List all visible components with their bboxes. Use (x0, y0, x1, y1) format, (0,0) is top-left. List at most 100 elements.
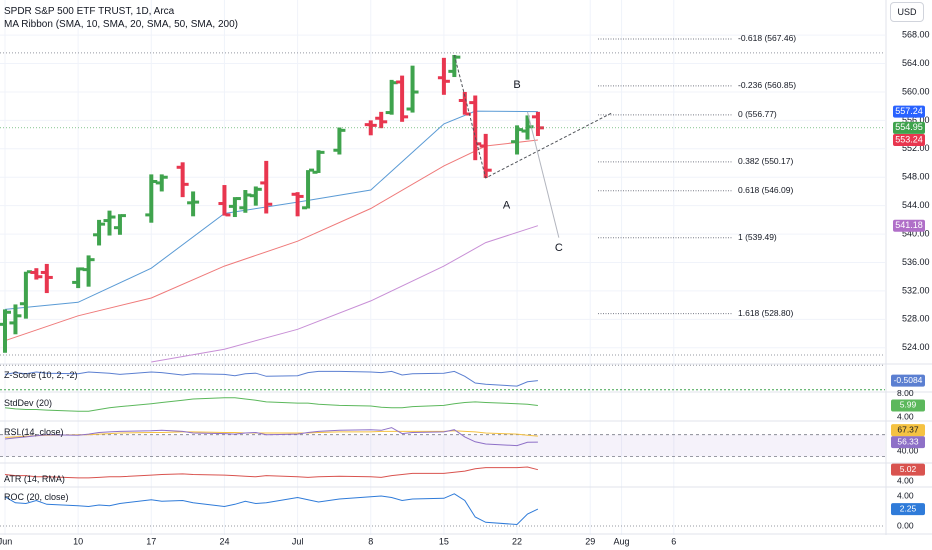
ohlc-bar (437, 57, 450, 95)
price-label-bg (893, 219, 925, 232)
ohlc-close-tick (183, 182, 189, 186)
ohlc-bar-body (452, 55, 457, 78)
ohlc-close-tick (26, 270, 32, 274)
price-axis-tick: 548.00 (902, 172, 930, 182)
fib-level-label: -0.618 (567.46) (738, 33, 796, 43)
time-axis-tick: 8 (368, 536, 373, 546)
projection-line (527, 111, 560, 238)
ohlc-close-tick (152, 179, 158, 183)
ohlc-bar (113, 214, 126, 235)
ohlc-bar (145, 174, 158, 223)
fib-level-label: 0.618 (546.09) (738, 185, 793, 195)
ohlc-close-tick (538, 126, 544, 130)
roc-axis-tick: 4.00 (897, 490, 914, 500)
ohlc-open-tick (40, 270, 46, 274)
ohlc-open-tick (302, 206, 308, 210)
rsi-band (0, 434, 885, 457)
ohlc-close-tick (465, 112, 471, 116)
price-axis-tick: 540.00 (902, 228, 930, 238)
time-axis-tick: 29 (585, 536, 595, 546)
atr-value-label: 5.02 (900, 464, 917, 474)
wave-label-b: B (513, 79, 520, 91)
ohlc-bar (385, 79, 398, 115)
ohlc-bar-body (191, 191, 196, 217)
ohlc-close-tick (246, 193, 252, 197)
ohlc-bar (291, 192, 304, 217)
ohlc-bar (82, 255, 95, 287)
stddev-label: StdDev (20) (4, 398, 53, 408)
price-label-text: 541.18 (895, 220, 923, 230)
stddev-value-label: 5.99 (900, 400, 917, 410)
roc-axis-tick: 0.00 (897, 520, 914, 530)
ohlc-close-tick (340, 128, 346, 132)
ohlc-close-tick (518, 128, 524, 132)
zscore-label: Z-Score (10, 2, -2) (4, 370, 78, 380)
price-axis-tick: 532.00 (902, 285, 930, 295)
ma-line-sma50 (151, 225, 539, 363)
ohlc-bar-body (97, 219, 102, 246)
ohlc-bar-body (410, 65, 415, 113)
ohlc-open-tick (458, 98, 464, 102)
atr-line (4, 466, 539, 479)
ohlc-bar (312, 150, 325, 174)
currency-button[interactable]: USD (890, 2, 924, 22)
rsi-label: RSI (14, close) (4, 427, 64, 437)
ohlc-bar-body (295, 192, 300, 217)
ohlc-bar (469, 95, 482, 161)
ohlc-close-tick (413, 90, 419, 94)
ohlc-close-tick (235, 197, 241, 201)
ohlc-open-tick (448, 69, 454, 73)
ohlc-close-tick (476, 142, 482, 146)
time-axis-tick: 6 (671, 536, 676, 546)
price-label-bg (893, 121, 925, 134)
ohlc-close-tick (444, 79, 450, 83)
ohlc-close-tick (256, 187, 262, 191)
price-axis-tick: 524.00 (902, 342, 930, 352)
ohlc-bar-body (462, 91, 467, 115)
ohlc-bar (187, 191, 200, 217)
ohlc-bar (72, 267, 85, 289)
ohlc-bar-body (159, 174, 164, 192)
ohlc-close-tick (89, 258, 95, 262)
ohlc-bar (333, 127, 346, 155)
ohlc-close-tick (392, 81, 398, 85)
price-axis-tick: 544.00 (902, 200, 930, 210)
ohlc-bar (228, 197, 241, 218)
ohlc-bar (93, 219, 106, 246)
price-label-text: 553.24 (895, 134, 923, 144)
fib-level-label: 1.618 (528.80) (738, 308, 793, 318)
ohlc-open-tick (228, 204, 234, 208)
ohlc-bar-body (222, 185, 227, 216)
rsi-value-label: 56.33 (897, 436, 919, 446)
ohlc-open-tick (239, 206, 245, 210)
atr-value-bg (891, 463, 925, 476)
ohlc-bar (458, 91, 471, 116)
ohlc-bar-body (13, 304, 18, 335)
ohlc-open-tick (312, 170, 318, 174)
time-axis-tick: 22 (512, 536, 522, 546)
ohlc-close-tick (319, 150, 325, 154)
ohlc-open-tick (375, 116, 381, 120)
ohlc-bar-body (76, 267, 81, 289)
ohlc-open-tick (511, 140, 517, 144)
ohlc-close-tick (267, 202, 273, 206)
ohlc-bar (40, 263, 53, 294)
fib-level-label: 0.382 (550.17) (738, 156, 793, 166)
ohlc-open-tick (291, 192, 297, 196)
ohlc-bar-body (400, 75, 405, 122)
ohlc-close-tick (100, 222, 106, 226)
ohlc-bar-body (34, 268, 39, 280)
ohlc-bar-body (149, 174, 154, 223)
ohlc-close-tick (37, 275, 43, 279)
ohlc-open-tick (396, 80, 402, 84)
rsi-axis-tick: 40.00 (897, 445, 919, 455)
price-axis-tick: 536.00 (902, 257, 930, 267)
chart-title: SPDR S&P 500 ETF TRUST, 1D, Arca (4, 6, 175, 17)
price-axis-tick: 560.00 (902, 86, 930, 96)
ohlc-bar-body (515, 125, 520, 155)
ohlc-bar (511, 125, 524, 155)
triangle-drawing (453, 54, 612, 179)
ohlc-bar (479, 133, 492, 178)
ohlc-open-tick (103, 219, 109, 223)
